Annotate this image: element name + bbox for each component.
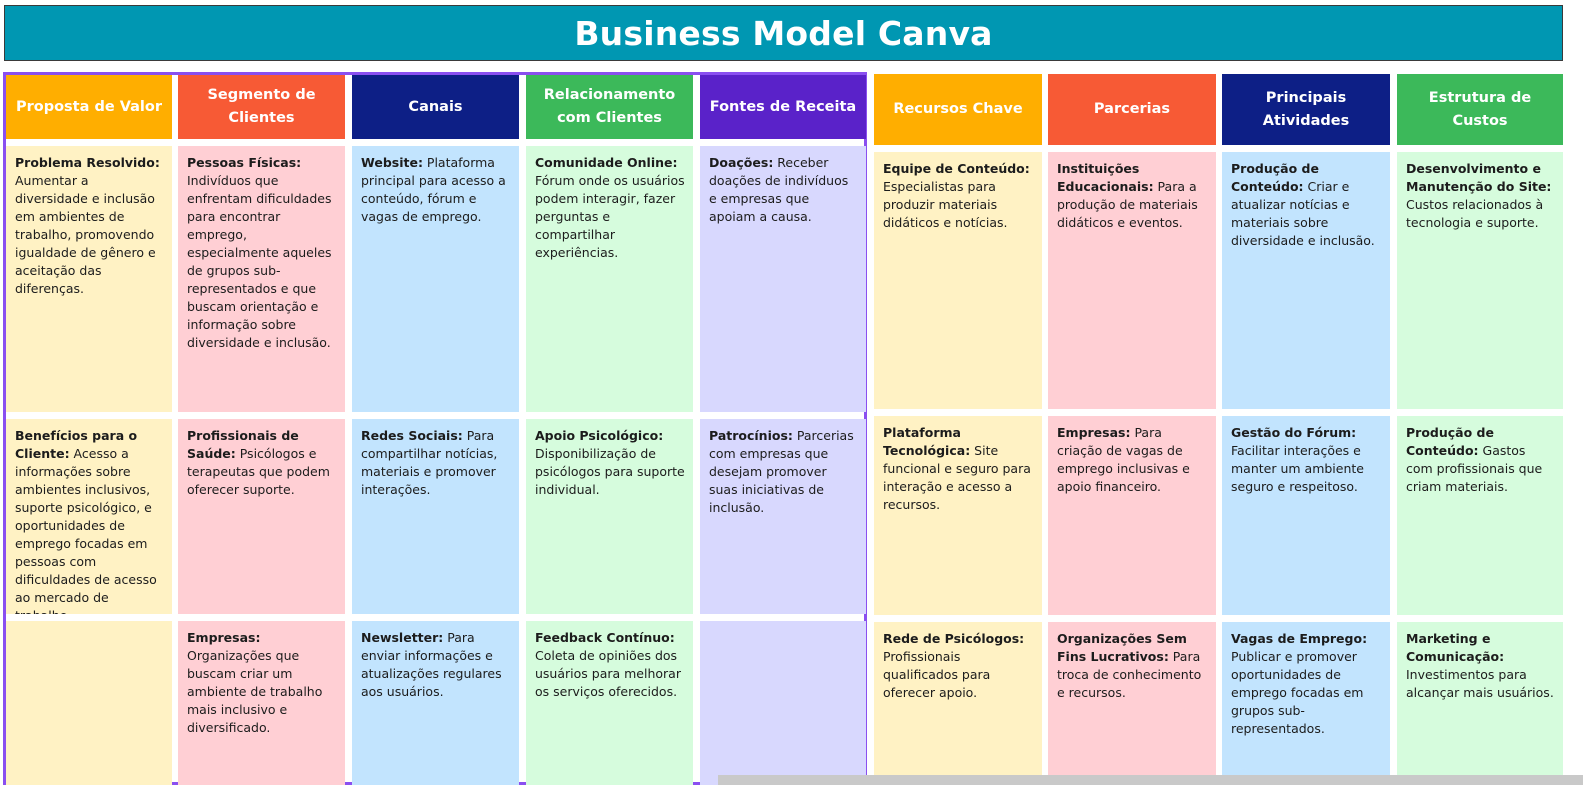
- cell-relacionamento-2: Apoio Psicológico: Disponibilização de p…: [526, 419, 693, 614]
- cell-text: Facilitar interações e manter um ambient…: [1231, 443, 1364, 494]
- cell-label: Feedback Contínuo:: [535, 630, 675, 645]
- horizontal-scrollbar[interactable]: [718, 775, 1583, 785]
- cell-recursos-1: Equipe de Conteúdo: Especialistas para p…: [874, 152, 1042, 409]
- cell-text: Gastos com profissionais que criam mater…: [1406, 443, 1543, 494]
- header-recursos: Recursos Chave: [874, 74, 1042, 145]
- cell-text: Para troca de conhecimento e recursos.: [1057, 649, 1202, 700]
- cell-proposta-3: [6, 621, 172, 785]
- cell-label: Plataforma Tecnológica:: [883, 425, 971, 458]
- cell-receita-3: [700, 621, 866, 785]
- cell-text: Para compartilhar notícias, materiais e …: [361, 428, 498, 497]
- cell-label: Patrocínios:: [709, 428, 793, 443]
- cell-text: Fórum onde os usuários podem interagir, …: [535, 173, 685, 260]
- cell-label: Gestão do Fórum:: [1231, 425, 1357, 440]
- cell-label: Website:: [361, 155, 423, 170]
- cell-atividades-3: Vagas de Emprego: Publicar e promover op…: [1222, 622, 1390, 785]
- cell-label: Newsletter:: [361, 630, 444, 645]
- cell-canais-3: Newsletter: Para enviar informações e at…: [352, 621, 519, 785]
- cell-text: Indivíduos que enfrentam dificuldades pa…: [187, 173, 332, 350]
- cell-label: Empresas:: [187, 630, 261, 645]
- cell-label: Apoio Psicológico:: [535, 428, 664, 443]
- cell-text: Para a produção de materiais didáticos e…: [1057, 179, 1198, 230]
- header-parcerias: Parcerias: [1048, 74, 1216, 145]
- cell-custos-2: Produção de Conteúdo: Gastos com profiss…: [1397, 416, 1563, 615]
- cell-label: Profissionais de Saúde:: [187, 428, 299, 461]
- cell-label: Desenvolvimento e Manutenção do Site:: [1406, 161, 1552, 194]
- header-canais: Canais: [352, 75, 519, 139]
- cell-text: Parcerias com empresas que desejam promo…: [709, 428, 854, 515]
- cell-text: Aumentar a diversidade e inclusão em amb…: [15, 173, 156, 296]
- cell-label: Redes Sociais:: [361, 428, 463, 443]
- cell-text: Para enviar informações e atualizações r…: [361, 630, 502, 699]
- cell-custos-1: Desenvolvimento e Manutenção do Site: Cu…: [1397, 152, 1563, 409]
- cell-relacionamento-1: Comunidade Online: Fórum onde os usuário…: [526, 146, 693, 412]
- cell-label: Doações:: [709, 155, 774, 170]
- cell-text: Organizações que buscam criar um ambient…: [187, 648, 323, 735]
- cell-custos-3: Marketing e Comunicação: Investimentos p…: [1397, 622, 1563, 785]
- cell-text: Plataforma principal para acesso a conte…: [361, 155, 506, 224]
- cell-proposta-1: Problema Resolvido: Aumentar a diversida…: [6, 146, 172, 412]
- cell-text: Publicar e promover oportunidades de emp…: [1231, 649, 1364, 736]
- header-segmento: Segmento de Clientes: [178, 75, 345, 139]
- cell-text: Custos relacionados à tecnologia e supor…: [1406, 197, 1544, 230]
- cell-text: Especialistas para produzir materiais di…: [883, 179, 1008, 230]
- cell-parcerias-2: Empresas: Para criação de vagas de empre…: [1048, 416, 1216, 615]
- cell-text: Receber doações de indivíduos e empresas…: [709, 155, 849, 224]
- cell-receita-2: Patrocínios: Parcerias com empresas que …: [700, 419, 866, 614]
- cell-label: Produção de Conteúdo:: [1231, 161, 1319, 194]
- cell-label: Marketing e Comunicação:: [1406, 631, 1505, 664]
- cell-parcerias-1: Instituições Educacionais: Para a produç…: [1048, 152, 1216, 409]
- cell-canais-2: Redes Sociais: Para compartilhar notícia…: [352, 419, 519, 614]
- cell-segmento-1: Pessoas Físicas: Indivíduos que enfrenta…: [178, 146, 345, 412]
- cell-recursos-2: Plataforma Tecnológica: Site funcional e…: [874, 416, 1042, 615]
- canvas-title-bar: Business Model Canva: [4, 5, 1563, 61]
- cell-text: Psicólogos e terapeutas que podem oferec…: [187, 446, 330, 497]
- cell-segmento-2: Profissionais de Saúde: Psicólogos e ter…: [178, 419, 345, 614]
- cell-recursos-3: Rede de Psicólogos: Profissionais qualif…: [874, 622, 1042, 785]
- cell-text: Acesso a informações sobre ambientes inc…: [15, 446, 157, 614]
- cell-receita-1: Doações: Receber doações de indivíduos e…: [700, 146, 866, 412]
- cell-text: Site funcional e seguro para interação e…: [883, 443, 1031, 512]
- header-relacionamento: Relacionamento com Clientes: [526, 75, 693, 139]
- page-title: Business Model Canva: [574, 13, 993, 53]
- cell-parcerias-3: Organizações Sem Fins Lucrativos: Para t…: [1048, 622, 1216, 785]
- cell-text: Investimentos para alcançar mais usuário…: [1406, 667, 1554, 700]
- cell-relacionamento-3: Feedback Contínuo: Coleta de opiniões do…: [526, 621, 693, 785]
- cell-text: Coleta de opiniões dos usuários para mel…: [535, 648, 681, 699]
- cell-proposta-2: Benefícios para o Cliente: Acesso a info…: [6, 419, 172, 614]
- cell-atividades-2: Gestão do Fórum: Facilitar interações e …: [1222, 416, 1390, 615]
- cell-label: Vagas de Emprego:: [1231, 631, 1368, 646]
- cell-label: Organizações Sem Fins Lucrativos:: [1057, 631, 1187, 664]
- cell-label: Produção de Conteúdo:: [1406, 425, 1494, 458]
- cell-label: Equipe de Conteúdo:: [883, 161, 1030, 176]
- cell-label: Pessoas Físicas:: [187, 155, 302, 170]
- cell-text: Profissionais qualificados para oferecer…: [883, 649, 991, 700]
- header-custos: Estrutura de Custos: [1397, 74, 1563, 145]
- header-proposta: Proposta de Valor: [6, 75, 172, 139]
- header-atividades: Principais Atividades: [1222, 74, 1390, 145]
- cell-text: Criar e atualizar notícias e materiais s…: [1231, 179, 1375, 248]
- cell-text: Para criação de vagas de emprego inclusi…: [1057, 425, 1190, 494]
- cell-label: Instituições Educacionais:: [1057, 161, 1154, 194]
- cell-label: Problema Resolvido:: [15, 155, 160, 170]
- cell-atividades-1: Produção de Conteúdo: Criar e atualizar …: [1222, 152, 1390, 409]
- cell-segmento-3: Empresas: Organizações que buscam criar …: [178, 621, 345, 785]
- cell-text: Disponibilização de psicólogos para supo…: [535, 446, 685, 497]
- cell-label: Rede de Psicólogos:: [883, 631, 1025, 646]
- cell-label: Empresas:: [1057, 425, 1131, 440]
- header-receita: Fontes de Receita: [700, 75, 866, 139]
- cell-label: Benefícios para o Cliente:: [15, 428, 138, 461]
- cell-label: Comunidade Online:: [535, 155, 678, 170]
- cell-canais-1: Website: Plataforma principal para acess…: [352, 146, 519, 412]
